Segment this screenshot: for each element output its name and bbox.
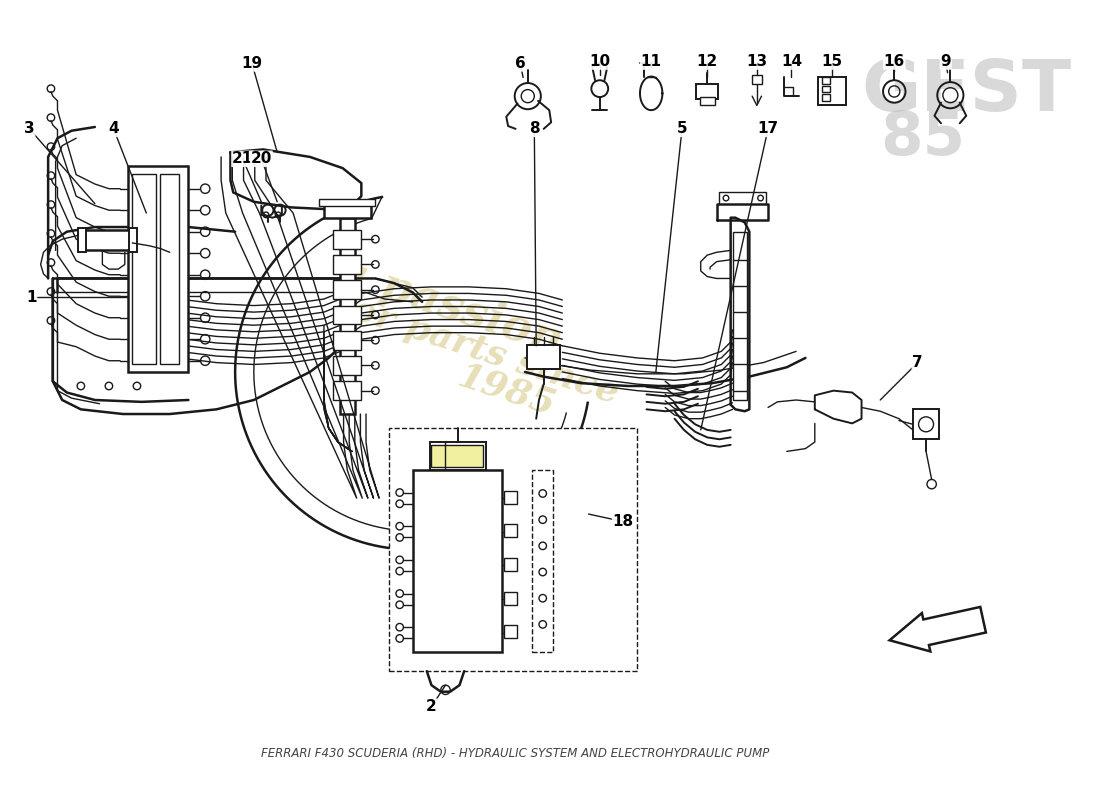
Text: 11: 11 <box>640 54 662 69</box>
FancyBboxPatch shape <box>161 174 179 365</box>
Text: 18: 18 <box>613 514 634 529</box>
Text: for parts since: for parts since <box>333 287 624 410</box>
Text: 14: 14 <box>781 54 802 69</box>
FancyBboxPatch shape <box>81 230 132 250</box>
Text: 8: 8 <box>529 122 540 136</box>
FancyBboxPatch shape <box>340 218 355 414</box>
Text: 15: 15 <box>821 54 843 69</box>
FancyBboxPatch shape <box>505 490 517 504</box>
FancyBboxPatch shape <box>128 166 188 372</box>
Text: 2: 2 <box>426 699 437 714</box>
FancyBboxPatch shape <box>505 524 517 538</box>
FancyBboxPatch shape <box>333 230 361 249</box>
FancyBboxPatch shape <box>389 428 637 671</box>
FancyBboxPatch shape <box>823 86 829 93</box>
FancyBboxPatch shape <box>823 78 829 84</box>
FancyBboxPatch shape <box>431 445 483 467</box>
FancyBboxPatch shape <box>817 78 846 106</box>
Text: 17: 17 <box>758 122 779 136</box>
FancyBboxPatch shape <box>430 442 486 470</box>
Text: 7: 7 <box>912 355 923 370</box>
Text: a passion: a passion <box>332 250 568 363</box>
FancyArrow shape <box>890 607 986 651</box>
FancyBboxPatch shape <box>700 97 715 105</box>
FancyBboxPatch shape <box>412 470 502 653</box>
FancyBboxPatch shape <box>333 382 361 400</box>
Text: 12: 12 <box>696 54 718 69</box>
FancyBboxPatch shape <box>78 228 86 252</box>
Text: 9: 9 <box>940 54 952 69</box>
Text: 1985: 1985 <box>453 359 559 422</box>
FancyBboxPatch shape <box>823 94 829 101</box>
FancyBboxPatch shape <box>333 255 361 274</box>
FancyBboxPatch shape <box>733 232 747 400</box>
FancyBboxPatch shape <box>333 356 361 374</box>
FancyBboxPatch shape <box>333 280 361 299</box>
FancyBboxPatch shape <box>323 204 371 218</box>
FancyBboxPatch shape <box>752 74 761 84</box>
FancyBboxPatch shape <box>505 592 517 605</box>
FancyBboxPatch shape <box>333 331 361 350</box>
Text: 5: 5 <box>676 122 688 136</box>
Text: 4: 4 <box>108 122 119 136</box>
Text: 10: 10 <box>590 54 610 69</box>
FancyBboxPatch shape <box>913 410 939 439</box>
Text: FERRARI F430 SCUDERIA (RHD) - HYDRAULIC SYSTEM AND ELECTROHYDRAULIC PUMP: FERRARI F430 SCUDERIA (RHD) - HYDRAULIC … <box>262 747 770 760</box>
Text: 85: 85 <box>880 109 965 168</box>
Text: GEST: GEST <box>861 57 1071 126</box>
FancyBboxPatch shape <box>527 345 561 369</box>
Text: 1: 1 <box>26 290 36 305</box>
FancyBboxPatch shape <box>532 470 553 653</box>
FancyBboxPatch shape <box>319 199 375 206</box>
Text: 19: 19 <box>241 56 263 71</box>
Text: 20: 20 <box>251 151 272 166</box>
Text: 13: 13 <box>746 54 768 69</box>
FancyBboxPatch shape <box>696 84 718 99</box>
FancyBboxPatch shape <box>130 228 138 252</box>
Text: 6: 6 <box>515 56 526 71</box>
Text: 21: 21 <box>232 151 253 166</box>
FancyBboxPatch shape <box>333 306 361 324</box>
FancyBboxPatch shape <box>505 558 517 571</box>
FancyBboxPatch shape <box>505 626 517 638</box>
Text: 16: 16 <box>883 54 905 69</box>
Text: 3: 3 <box>24 122 35 136</box>
FancyBboxPatch shape <box>132 174 156 365</box>
